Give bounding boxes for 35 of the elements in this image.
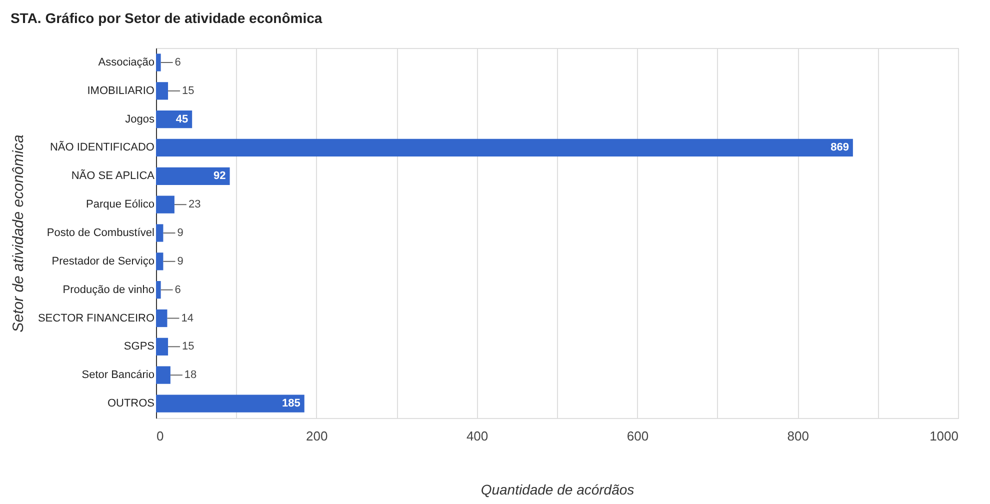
data-label: 45 — [176, 113, 188, 126]
x-tick-label: 0 — [156, 428, 164, 444]
data-label: 9 — [177, 255, 184, 268]
x-tick-label: 800 — [787, 428, 809, 444]
chart-title: STA. Gráfico por Setor de atividade econômica — [10, 10, 322, 26]
data-label: 14 — [181, 312, 194, 324]
data-label: 15 — [182, 84, 194, 97]
y-tick-label: Setor Bancário — [82, 369, 154, 382]
data-label: 15 — [182, 340, 194, 353]
y-tick-label: Parque Eólico — [86, 198, 154, 211]
y-tick-label: Prestador de Serviço — [52, 255, 154, 268]
y-tick-label: NÃO IDENTIFICADO — [50, 140, 155, 154]
y-tick-label: Associação — [98, 56, 154, 68]
y-tick-label: Posto de Combustível — [46, 227, 154, 239]
data-label: 6 — [174, 284, 181, 296]
y-tick-label: SGPS — [124, 340, 154, 353]
data-label: 92 — [214, 170, 226, 182]
x-tick-label: 600 — [626, 428, 649, 444]
data-label: 9 — [177, 227, 184, 239]
data-label: 23 — [188, 198, 201, 211]
y-tick-label: IMOBILIARIO — [87, 84, 155, 97]
x-axis-title: Quantidade de acórdãos — [480, 482, 634, 498]
y-tick-label: Produção de vinho — [62, 284, 154, 296]
y-tick-label: OUTROS — [107, 398, 154, 410]
x-tick-label: 200 — [306, 428, 328, 444]
x-tick-label: 400 — [466, 428, 488, 444]
data-label: 185 — [282, 398, 300, 410]
y-tick-label: Jogos — [125, 113, 155, 126]
data-label: 6 — [174, 56, 181, 68]
y-axis-title: Setor de atividade econômica — [10, 134, 27, 332]
x-tick-label: 1000 — [930, 428, 958, 444]
y-tick-label: NÃO SE APLICA — [71, 169, 156, 182]
y-tick-label: SECTOR FINANCEIRO — [38, 312, 155, 324]
data-label: 869 — [830, 142, 849, 154]
data-label: 18 — [184, 369, 197, 382]
